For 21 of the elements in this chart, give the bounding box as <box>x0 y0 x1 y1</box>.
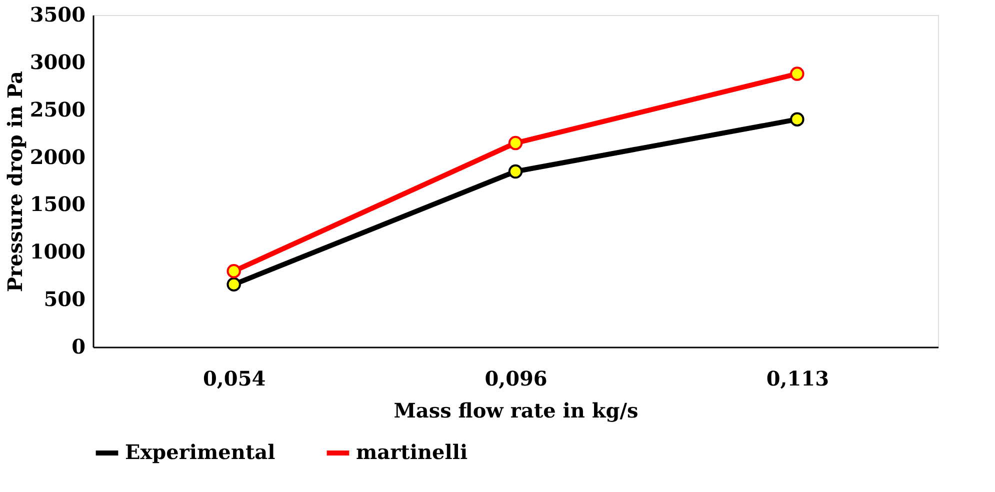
point <box>790 66 804 81</box>
y-tick-label: 3000 <box>30 50 86 74</box>
legend-label: Experimental <box>125 440 276 464</box>
x-tick-label: 0,113 <box>766 366 829 390</box>
point <box>508 136 523 150</box>
y-axis-title: Pressure drop in Pa <box>2 70 27 292</box>
point <box>508 164 523 179</box>
y-tick-label: 1000 <box>30 240 86 264</box>
y-tick-label: 2000 <box>30 144 86 169</box>
legend-label: martinelli <box>356 440 468 464</box>
y-tick-label: 3500 <box>30 2 86 26</box>
x-tick-label: 0,096 <box>484 366 548 390</box>
y-tick-label: 0 <box>72 334 86 358</box>
x-tick-label: 0,054 <box>203 366 266 390</box>
point <box>226 264 241 278</box>
x-axis-title: Mass flow rate in kg/s <box>394 398 638 422</box>
y-tick-label: 2500 <box>30 97 86 122</box>
y-tick-label: 500 <box>44 287 86 312</box>
point <box>226 277 241 292</box>
point <box>790 112 804 126</box>
y-tick-label: 1500 <box>30 192 86 216</box>
